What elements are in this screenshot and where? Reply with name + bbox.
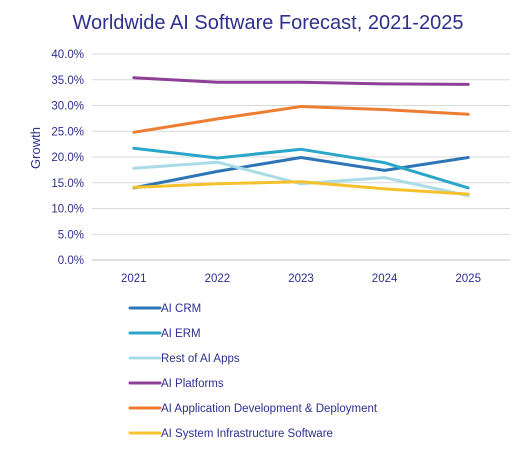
series-line-ai-platforms [132, 76, 470, 86]
x-tick-label: 2025 [455, 273, 481, 285]
y-tick-label: 35.0% [51, 75, 84, 87]
legend-item: AI CRM [128, 303, 201, 315]
series-line-ai-erm [132, 146, 470, 190]
y-tick-label: 20.0% [51, 152, 84, 164]
legend: AI CRM AI ERM Rest of AI Apps AI Platforms A… [128, 303, 378, 440]
series-line-ai-crm [132, 156, 470, 190]
chart-title: Worldwide AI Software Forecast, 2021-202… [73, 12, 464, 34]
series-lines [132, 76, 470, 198]
x-tick-label: 2024 [372, 273, 398, 285]
legend-item: AI Platforms [128, 378, 224, 390]
y-tick-label: 5.0% [58, 229, 84, 241]
y-axis-label: Growth [28, 127, 43, 169]
legend-label: AI CRM [161, 303, 201, 315]
legend-item: AI System Infrastructure Software [128, 428, 333, 440]
y-axis-ticks: 0.0% 5.0% 10.0% 15.0% 20.0% 25.0% 30.0% 35.0% 40… [51, 49, 84, 267]
x-tick-label: 2023 [288, 273, 314, 285]
y-tick-label: 15.0% [51, 178, 84, 190]
legend-label: AI System Infrastructure Software [161, 428, 333, 440]
y-tick-label: 0.0% [58, 255, 84, 267]
series-line-ai-application-development-deployment [132, 105, 470, 134]
y-tick-label: 40.0% [51, 49, 84, 61]
y-tick-label: 10.0% [51, 204, 84, 216]
legend-label: AI Application Development & Deployment [161, 403, 378, 415]
series-line-ai-system-infrastructure-software [132, 180, 470, 196]
legend-label: AI ERM [161, 328, 201, 340]
y-tick-label: 30.0% [51, 101, 84, 113]
legend-item: Rest of AI Apps [128, 353, 240, 365]
x-axis-ticks: 2021 2022 2023 2024 2025 [121, 273, 481, 285]
legend-item: AI Application Development & Deployment [128, 403, 378, 415]
y-tick-label: 25.0% [51, 126, 84, 138]
x-tick-label: 2021 [121, 273, 147, 285]
series-line-rest-of-ai-apps [132, 160, 470, 198]
legend-item: AI ERM [128, 328, 201, 340]
legend-label: Rest of AI Apps [161, 353, 240, 365]
legend-label: AI Platforms [161, 378, 224, 390]
x-tick-label: 2022 [205, 273, 231, 285]
